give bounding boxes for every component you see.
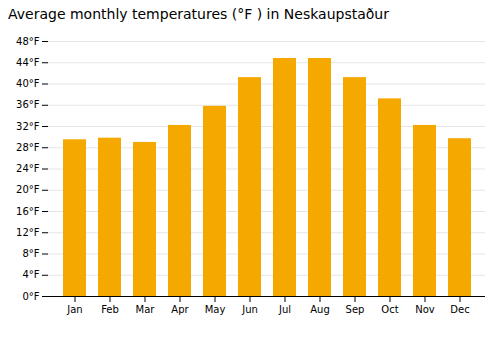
svg-text:0°F: 0°F <box>22 291 39 302</box>
svg-text:Dec: Dec <box>450 304 469 315</box>
svg-text:40°F: 40°F <box>16 78 40 89</box>
svg-text:May: May <box>205 304 226 315</box>
svg-text:44°F: 44°F <box>16 57 40 68</box>
svg-text:Nov: Nov <box>415 304 435 315</box>
svg-text:12°F: 12°F <box>16 227 40 238</box>
svg-text:24°F: 24°F <box>16 163 40 174</box>
svg-text:Sep: Sep <box>346 304 365 315</box>
svg-text:8°F: 8°F <box>22 248 39 259</box>
svg-text:Mar: Mar <box>136 304 156 315</box>
svg-text:Jun: Jun <box>241 304 258 315</box>
svg-text:Aug: Aug <box>310 304 330 315</box>
svg-text:48°F: 48°F <box>16 36 40 47</box>
svg-text:Apr: Apr <box>171 304 189 315</box>
svg-text:32°F: 32°F <box>16 121 40 132</box>
svg-text:20°F: 20°F <box>16 184 40 195</box>
svg-text:16°F: 16°F <box>16 206 40 217</box>
svg-text:36°F: 36°F <box>16 99 40 110</box>
svg-text:4°F: 4°F <box>22 269 39 280</box>
svg-text:28°F: 28°F <box>16 142 40 153</box>
svg-text:Oct: Oct <box>381 304 398 315</box>
svg-text:Jul: Jul <box>278 304 291 315</box>
html-text:Average monthly temperatures (: Average monthly temperatures (°F ) in Ne… <box>8 6 389 22</box>
svg-text:Jan: Jan <box>66 304 82 315</box>
svg-text:Feb: Feb <box>101 304 119 315</box>
